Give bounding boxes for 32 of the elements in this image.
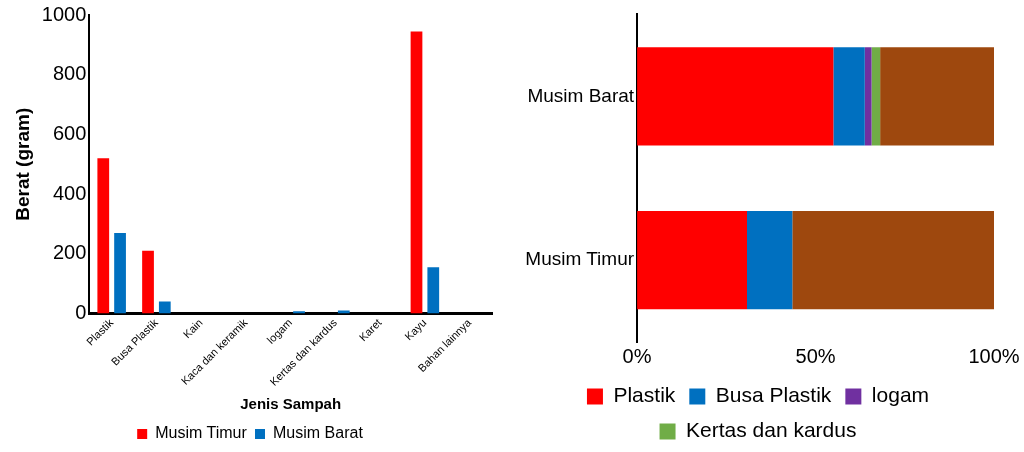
y-tick-label: 600 <box>52 121 87 144</box>
bar <box>747 210 793 310</box>
legend-label: Kertas dan kardus <box>686 418 857 442</box>
bar <box>880 47 994 146</box>
y-tick-label: 200 <box>52 241 87 264</box>
x-tick-label: 50% <box>795 344 836 367</box>
y-tick-label: 1000 <box>41 2 87 25</box>
legend-label: Musim Barat <box>273 424 364 442</box>
y-axis-title: Berat (gram) <box>11 107 33 221</box>
legend-label: logam <box>871 383 930 407</box>
bar <box>864 47 872 146</box>
x-tick-label: Kain <box>180 316 205 341</box>
bar <box>792 210 994 310</box>
bar <box>871 47 881 146</box>
bar <box>114 232 126 314</box>
bar <box>637 210 747 310</box>
x-tick-label: 100% <box>968 344 1020 367</box>
bar <box>637 47 834 146</box>
x-axis-title: Jenis Sampah <box>240 395 342 413</box>
legend-label: Plastik <box>613 383 676 407</box>
y-tick-label: 0 <box>75 301 87 324</box>
y-tick-label: 400 <box>52 181 87 204</box>
bar <box>158 301 171 314</box>
x-tick-label: 0% <box>622 344 652 367</box>
bar <box>142 250 154 314</box>
bar <box>427 267 440 314</box>
legend-label: Busa Plastik <box>715 383 832 407</box>
bar <box>833 47 865 146</box>
bar <box>97 158 110 314</box>
bar <box>410 31 423 314</box>
y-tick-label: 800 <box>52 62 87 85</box>
legend-label: Musim Timur <box>155 424 248 442</box>
